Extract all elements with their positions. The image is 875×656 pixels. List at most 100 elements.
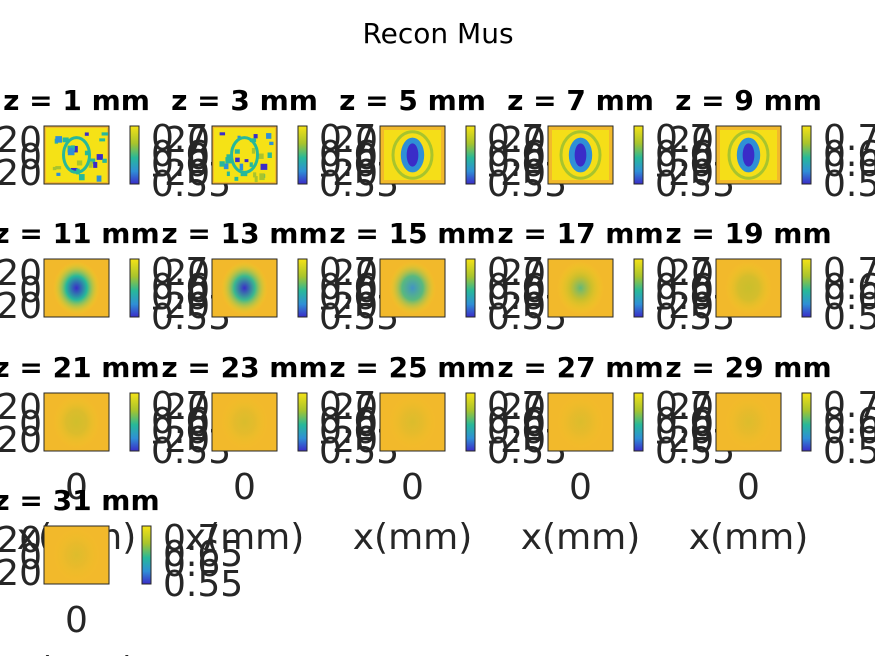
axes-frame: [379, 258, 446, 318]
panel-title: z = 23 mm: [161, 351, 327, 384]
y-tick-label: 0: [523, 137, 546, 178]
y-tick-label: 20: [500, 120, 546, 161]
panel-title: z = 21 mm: [0, 351, 160, 384]
y-tick-label: 0: [691, 404, 714, 445]
colorbar: [466, 393, 475, 451]
colorbar-tick-label: 0.55: [823, 431, 875, 472]
colorbar-tick-label: 0.7: [655, 118, 712, 159]
colorbar: [802, 393, 811, 451]
heatmap-blob: [221, 261, 268, 315]
heatmap-noise-cell: [52, 166, 57, 171]
heatmap-noise-cell: [99, 138, 106, 142]
colorbar-frame: [297, 392, 308, 452]
colorbar: [802, 259, 811, 317]
axes-frame: [715, 125, 782, 185]
heatmap-noise-cell: [253, 172, 257, 178]
colorbar-frame: [129, 392, 140, 452]
axes-frame: [43, 125, 110, 185]
heatmap-noise-cell: [219, 161, 225, 167]
heatmap-noise-cell: [226, 171, 230, 177]
heatmap-noise-cell: [55, 136, 62, 143]
colorbar: [298, 393, 307, 451]
y-tick-label: -20: [319, 153, 378, 194]
heatmap-core-dark: [406, 143, 419, 167]
axes-frame: [715, 258, 782, 318]
x-tick-label: 0: [569, 467, 592, 508]
colorbar-frame: [801, 125, 812, 185]
axes-frame: [211, 125, 278, 185]
y-tick-label: 0: [19, 537, 42, 578]
colorbar: [466, 126, 475, 184]
heatmap-core-dark: [574, 143, 587, 167]
colorbar-tick-label: 0.65: [823, 267, 875, 308]
heatmap-noise-cell: [266, 133, 272, 139]
colorbar-tick-label: 0.55: [823, 297, 875, 338]
heatmap-noise-cell: [259, 173, 265, 181]
heatmap-noise-cell: [84, 150, 89, 156]
heatmap-noise-cell: [88, 158, 96, 164]
y-tick-label: 20: [164, 253, 210, 294]
heatmap-ring: [230, 136, 259, 174]
colorbar: [298, 126, 307, 184]
y-tick-label: 0: [691, 137, 714, 178]
axes-frame: [547, 125, 614, 185]
heatmap-noise-cell: [244, 159, 249, 163]
colorbar-tick-label: 0.6: [151, 277, 208, 318]
y-tick-label: 0: [355, 270, 378, 311]
colorbar-frame: [141, 525, 152, 585]
y-tick-label: 20: [500, 387, 546, 428]
colorbar-tick-label: 0.6: [163, 544, 220, 585]
y-tick-label: 20: [0, 387, 42, 428]
axes-frame: [211, 392, 278, 452]
axes-frame: [547, 258, 614, 318]
y-tick-label: -20: [655, 286, 714, 327]
heatmap-ring: [62, 136, 91, 174]
colorbar-tick-label: 0.7: [151, 385, 208, 426]
heatmap-blob: [53, 261, 100, 315]
colorbar-tick-label: 0.7: [151, 251, 208, 292]
panel-title: z = 17 mm: [497, 217, 663, 250]
x-axis-label: x(mm): [185, 517, 305, 558]
y-tick-label: 0: [19, 404, 42, 445]
colorbar-frame: [129, 125, 140, 185]
colorbar-tick-label: 0.7: [487, 385, 544, 426]
colorbar-tick-label: 0.6: [823, 411, 875, 452]
axes-frame: [715, 392, 782, 452]
y-tick-label: 0: [19, 137, 42, 178]
y-tick-label: 0: [187, 270, 210, 311]
colorbar-tick-label: 0.65: [163, 534, 243, 575]
heatmap-noise-cell: [258, 153, 264, 159]
colorbar-tick-label: 0.7: [823, 118, 875, 159]
heatmap-noise-cell: [56, 172, 61, 176]
colorbar-tick-label: 0.6: [319, 411, 376, 452]
colorbar: [130, 259, 139, 317]
y-tick-label: 20: [668, 253, 714, 294]
y-tick-label: 0: [355, 404, 378, 445]
y-tick-label: 0: [187, 404, 210, 445]
y-tick-label: -20: [655, 420, 714, 461]
colorbar-frame: [633, 125, 644, 185]
heatmap-noise-cell: [269, 141, 274, 146]
heatmap-noise-cell: [76, 160, 83, 166]
y-tick-label: 20: [0, 520, 42, 561]
heatmap-noise-cell: [88, 162, 93, 168]
colorbar-tick-label: 0.7: [163, 518, 220, 559]
panel-title: z = 31 mm: [0, 484, 160, 517]
y-tick-label: 0: [19, 270, 42, 311]
heatmap-ring: [391, 130, 434, 180]
y-tick-label: -20: [319, 420, 378, 461]
axes-frame: [379, 392, 446, 452]
y-tick-label: 20: [164, 387, 210, 428]
heatmap-blob: [221, 395, 268, 449]
colorbar: [466, 259, 475, 317]
heatmap-noise-cell: [223, 163, 229, 170]
colorbar-frame: [465, 125, 476, 185]
colorbar-frame: [129, 258, 140, 318]
y-tick-label: 20: [500, 253, 546, 294]
